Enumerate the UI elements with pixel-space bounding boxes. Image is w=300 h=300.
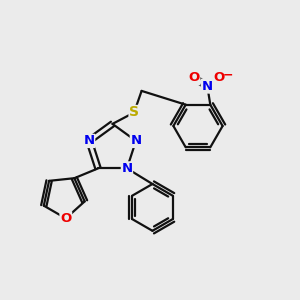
Text: N: N <box>130 134 142 147</box>
Text: N: N <box>122 162 133 175</box>
Text: N: N <box>83 134 95 147</box>
Text: O: O <box>188 71 200 84</box>
Text: O: O <box>60 212 71 225</box>
Text: −: − <box>223 68 233 81</box>
Text: N: N <box>202 80 213 93</box>
Text: S: S <box>129 106 139 119</box>
Text: O: O <box>214 71 225 84</box>
